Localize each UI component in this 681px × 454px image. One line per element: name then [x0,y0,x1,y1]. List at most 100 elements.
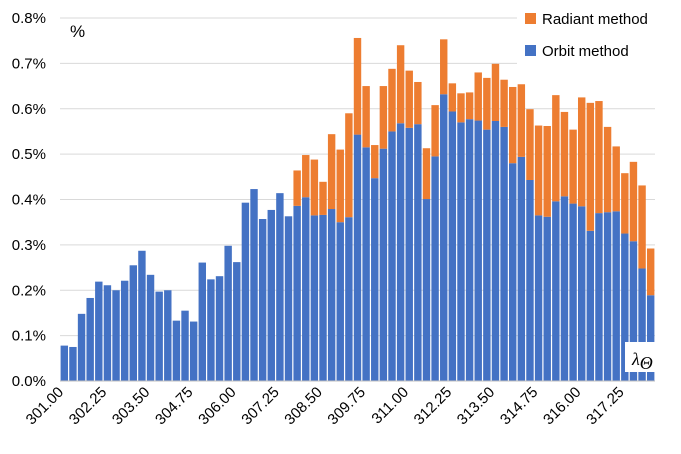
bar-radiant [612,146,620,212]
bar-radiant [560,111,569,197]
x-tick-label: 307.25 [238,384,282,428]
bar-orbit [569,203,577,381]
legend-label-radiant: Radiant method [542,11,648,28]
bar-orbit [327,209,336,381]
bar-orbit [638,268,646,381]
bar-orbit [60,345,69,381]
bar-orbit [457,122,465,382]
bar-orbit [233,262,241,381]
bar-orbit [129,265,138,381]
bar-radiant [621,173,629,234]
x-tick-label: 302.25 [66,384,110,428]
bar-orbit [112,290,120,381]
bar-orbit [164,290,172,381]
bar-radiant [595,101,603,214]
y-tick-label: 0.6% [12,101,46,118]
bar-radiant [457,93,465,123]
bar-orbit [586,230,595,381]
bar-radiant [362,86,370,148]
legend-label-orbit: Orbit method [542,43,629,60]
bar-orbit [465,119,474,381]
bar-radiant [388,68,396,132]
bar-orbit [241,202,250,381]
bar-radiant [543,125,551,217]
bar-orbit [474,120,482,382]
bar-orbit [345,217,353,381]
y-tick-label: 0.4% [12,192,46,209]
bar-orbit [500,126,508,382]
bar-radiant [431,105,439,157]
x-axis: 301.00302.25303.50304.75306.00307.25308.… [23,380,655,428]
bar-radiant [552,95,560,202]
bar-orbit [509,163,517,381]
bar-radiant [638,185,646,269]
bar-radiant [603,126,612,213]
bar-orbit [491,121,500,381]
x-tick-label: 306.00 [195,384,239,428]
y-axis: 0.0% 0.1% 0.2% 0.3% 0.4% 0.5% 0.6% 0.7% 0.8% [12,10,46,390]
bar-radiant [345,113,353,218]
y-tick-label: 0.5% [12,146,46,163]
y-tick-label: 0.2% [12,282,46,299]
bar-radiant [534,125,543,216]
bar-radiant [310,159,319,216]
bar-radiant [440,39,448,95]
bar-orbit [77,313,86,381]
bar-orbit [353,134,362,381]
bar-orbit [189,321,198,381]
bar-orbit [224,245,232,381]
bar-radiant [500,79,508,127]
bar-orbit [181,310,189,381]
bar-orbit [448,111,457,381]
bar-radiant [509,86,517,164]
bar-orbit [603,212,612,381]
bar-orbit [103,285,112,381]
bar-orbit [69,346,77,381]
bar-orbit [95,281,103,381]
bar-orbit [276,193,284,381]
bar-orbit [293,205,301,381]
bar-orbit [267,209,275,381]
bar-orbit [207,279,215,381]
bar-radiant [483,77,491,130]
bar-orbit [388,131,396,381]
x-tick-label: 314.75 [497,384,541,428]
legend-swatch-radiant [525,13,536,24]
bar-radiant [422,148,431,200]
bar-radiant [569,129,577,204]
bar-orbit [405,127,413,382]
bar-orbit [310,215,319,381]
bar-radiant [336,149,344,223]
legend: Radiant method Orbit method [517,4,673,70]
x-axis-title-text: λΘ [631,349,653,373]
bar-orbit [371,178,379,381]
bar-radiant [629,161,638,242]
bar-radiant [379,86,388,149]
bar-radiant [405,70,413,128]
bar-radiant [327,134,336,210]
x-tick-label: 301.00 [23,384,67,428]
bar-radiant [319,181,327,215]
bar-orbit [336,222,344,381]
bar-orbit [517,156,526,381]
bar-radiant [526,109,534,180]
x-tick-label: 311.00 [368,384,412,428]
bar-orbit [138,250,146,381]
bar-orbit [534,215,543,381]
bar-orbit [146,274,155,381]
bar-orbit [552,201,560,381]
bar-orbit [543,216,551,381]
bar-orbit [422,199,431,381]
bar-orbit [483,129,491,381]
y-tick-label: 0.1% [12,328,46,345]
x-tick-label: 312.25 [411,384,455,428]
bar-orbit [379,148,388,381]
y-tick-label: 0.7% [12,55,46,72]
bar-orbit [414,124,422,382]
bar-radiant [491,63,500,122]
bar-radiant [293,170,301,206]
bar-radiant [371,145,379,179]
bar-orbit [560,196,569,381]
